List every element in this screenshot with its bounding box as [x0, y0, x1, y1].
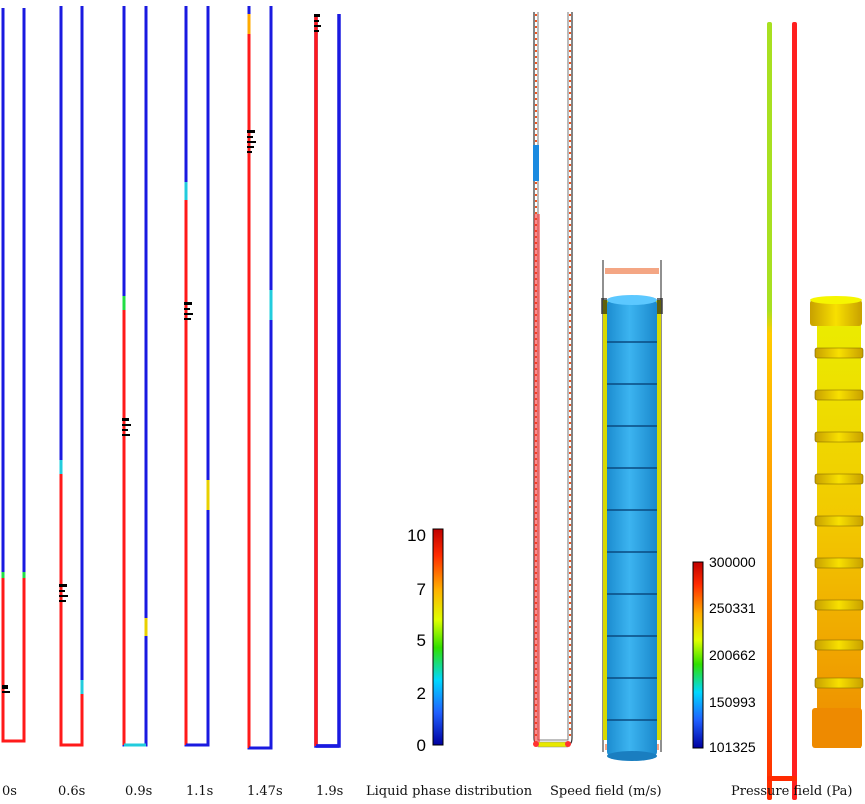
liquid-phase-label: Liquid phase distribution	[366, 784, 533, 799]
u-tube-1-47s	[247, 6, 273, 750]
time-label-1-1s: 1.1s	[186, 784, 214, 799]
u-tube-0s	[1, 8, 26, 743]
pressure-field-u-tube	[767, 22, 797, 800]
u-tube-1-1s	[184, 6, 210, 747]
liquid-tick-2: 2	[417, 684, 426, 703]
pressure-field-label: Pressure field (Pa)	[731, 784, 853, 799]
pressure-field-3d-view	[810, 296, 864, 748]
time-label-1-47s: 1.47s	[247, 784, 283, 799]
time-label-0s: 0s	[2, 784, 17, 799]
pressure-tick-101325: 101325	[709, 739, 756, 755]
liquid-tick-10: 10	[407, 526, 426, 545]
time-label-0-9s: 0.9s	[125, 784, 153, 799]
u-tube-1-9s	[314, 14, 341, 748]
pressure-tick-250331: 250331	[709, 600, 756, 616]
pressure-tick-200662: 200662	[709, 647, 756, 663]
time-label-1-9s: 1.9s	[316, 784, 344, 799]
u-tube-0-9s	[122, 6, 148, 747]
liquid-tick-5: 5	[417, 631, 426, 650]
pressure-tick-150993: 150993	[709, 694, 756, 710]
pressure-colorbar: 300000 250331 200662 150993 101325	[692, 554, 756, 755]
liquid-tick-0: 0	[417, 736, 426, 755]
time-label-0-6s: 0.6s	[58, 784, 86, 799]
pressure-tick-300000: 300000	[709, 554, 756, 570]
liquid-tick-7: 7	[417, 580, 426, 599]
speed-field-u-tube	[533, 12, 573, 748]
u-tube-0-6s	[59, 6, 84, 747]
speed-field-label: Speed field (m/s)	[550, 784, 662, 799]
speed-field-3d-view	[601, 260, 663, 761]
liquid-phase-colorbar: 10 7 5 2 0	[407, 526, 444, 755]
